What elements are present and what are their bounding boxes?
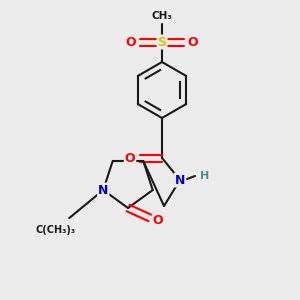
Text: S: S [158,35,166,49]
Text: CH₃: CH₃ [152,11,172,21]
Text: O: O [153,214,163,227]
Text: O: O [125,152,135,164]
Text: N: N [98,184,109,196]
Text: N: N [175,173,185,187]
Text: C(CH₃)₃: C(CH₃)₃ [35,225,75,235]
Text: H: H [200,171,210,181]
Text: O: O [188,35,198,49]
Text: O: O [126,35,136,49]
